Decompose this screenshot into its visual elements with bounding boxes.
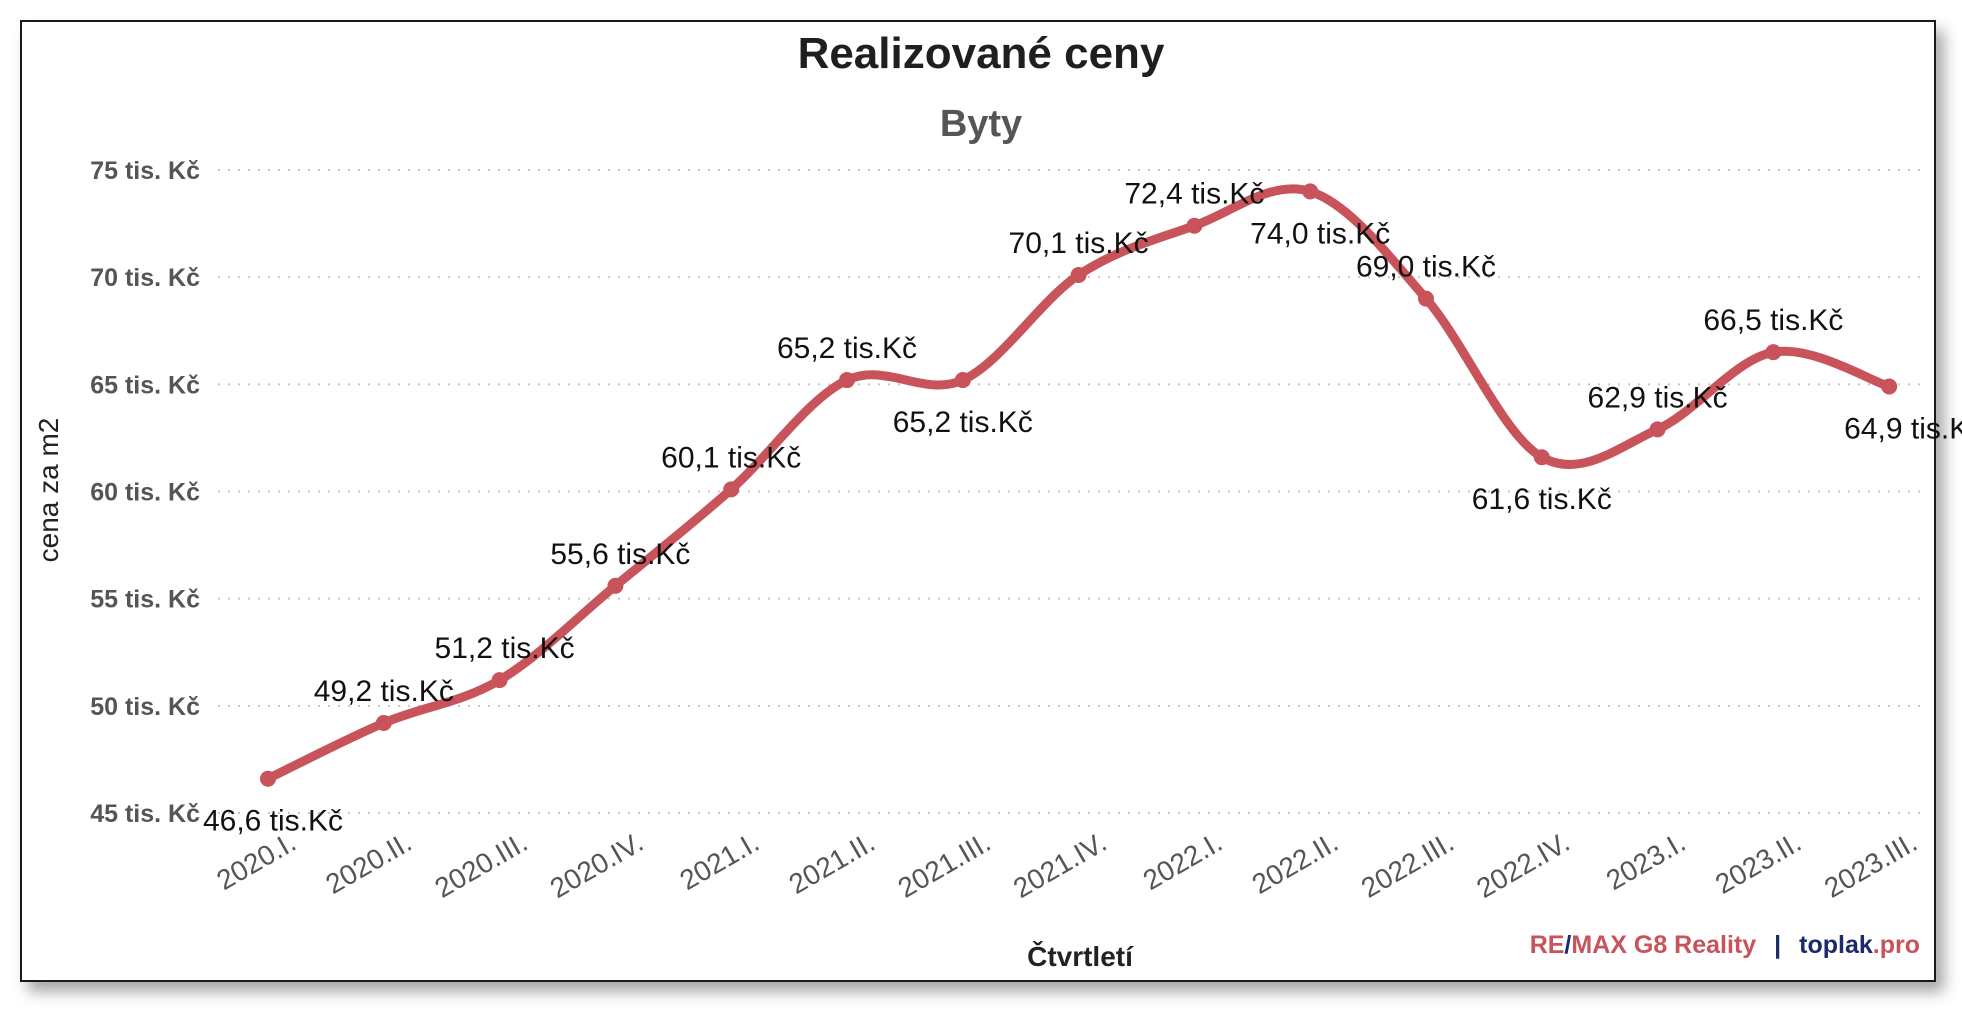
y-axis-label: cena za m2 — [33, 418, 64, 563]
data-label: 60,1 tis.Kč — [661, 441, 801, 474]
x-tick-label: 2020.IV. — [545, 826, 649, 904]
data-point — [1649, 421, 1666, 438]
y-tick-label: 65 tis. Kč — [90, 371, 200, 399]
x-tick-label: 2021.IV. — [1008, 826, 1112, 904]
data-label: 72,4 tis.Kč — [1124, 178, 1264, 211]
brand-toplak: toplak — [1799, 931, 1873, 959]
data-point — [1070, 267, 1087, 284]
x-tick-label: 2023.III. — [1819, 826, 1922, 903]
x-tick-label: 2022.IV. — [1471, 826, 1575, 904]
x-tick-label: 2021.I. — [675, 826, 765, 896]
data-points — [260, 183, 1898, 787]
x-tick-label: 2021.III. — [893, 826, 996, 903]
brand-separator: | — [1774, 931, 1781, 959]
data-point — [607, 577, 624, 594]
data-label: 66,5 tis.Kč — [1703, 304, 1843, 337]
y-tick-label: 75 tis. Kč — [90, 157, 200, 185]
data-label: 62,9 tis.Kč — [1588, 381, 1728, 414]
chart-subtitle: Byty — [940, 103, 1022, 145]
data-point — [1302, 183, 1319, 200]
data-point — [1533, 449, 1550, 466]
data-point — [954, 372, 971, 389]
data-label: 46,6 tis.Kč — [203, 805, 343, 838]
data-point — [723, 481, 740, 498]
x-tick-label: 2022.II. — [1247, 826, 1343, 900]
x-tick-label: 2022.I. — [1138, 826, 1228, 896]
data-point — [1418, 290, 1434, 307]
brand-pro: .pro — [1873, 931, 1920, 959]
brand-max: MAX G8 Reality — [1571, 931, 1756, 959]
data-label: 49,2 tis.Kč — [314, 675, 454, 708]
data-label: 65,2 tis.Kč — [777, 332, 917, 365]
data-label: 69,0 tis.Kč — [1356, 251, 1496, 284]
data-label: 74,0 tis.Kč — [1250, 217, 1390, 250]
data-label: 70,1 tis.Kč — [1009, 227, 1149, 260]
data-point — [491, 672, 508, 689]
x-tick-label: 2023.II. — [1710, 826, 1806, 900]
x-tick-label: 2023.I. — [1601, 826, 1691, 896]
x-tick-label: 2022.III. — [1356, 826, 1459, 903]
chart-title: Realizované ceny — [798, 29, 1165, 78]
y-tick-label: 70 tis. Kč — [90, 264, 200, 292]
data-point — [260, 770, 276, 787]
y-tick-label: 55 tis. Kč — [90, 586, 200, 614]
brand-credit: RE/MAX G8 Reality | toplak.pro — [1530, 931, 1920, 959]
chart-frame — [20, 20, 1936, 982]
y-tick-label: 60 tis. Kč — [90, 479, 200, 507]
brand-slash: / — [1564, 931, 1571, 959]
data-label: 65,2 tis.Kč — [893, 406, 1033, 439]
x-axis-label: Čtvrtletí — [1027, 940, 1134, 972]
y-tick-label: 45 tis. Kč — [90, 800, 200, 828]
brand-re: RE — [1530, 931, 1565, 959]
data-label: 51,2 tis.Kč — [435, 632, 575, 665]
data-labels: 46,6 tis.Kč 49,2 tis.Kč 51,2 tis.Kč 55,6 ti… — [203, 178, 1962, 838]
data-point — [839, 372, 855, 389]
y-axis-ticks: 45 tis. Kč 50 tis. Kč 55 tis. Kč 60 tis. Kč… — [90, 157, 200, 828]
data-point — [1186, 217, 1203, 234]
gridlines — [218, 169, 1925, 814]
x-axis-ticks: 2020.I. 2020.II. 2020.III. 2020.IV. 2021.I. 2… — [211, 826, 1922, 904]
data-point — [1881, 378, 1898, 395]
x-tick-label: 2021.II. — [784, 826, 880, 900]
data-label: 64,9 tis.Kč — [1844, 412, 1962, 445]
x-tick-label: 2020.III. — [429, 826, 532, 903]
data-point — [375, 714, 392, 731]
data-label: 61,6 tis.Kč — [1472, 483, 1612, 516]
data-label: 55,6 tis.Kč — [550, 538, 690, 571]
y-tick-label: 50 tis. Kč — [90, 693, 200, 721]
data-point — [1765, 344, 1782, 361]
